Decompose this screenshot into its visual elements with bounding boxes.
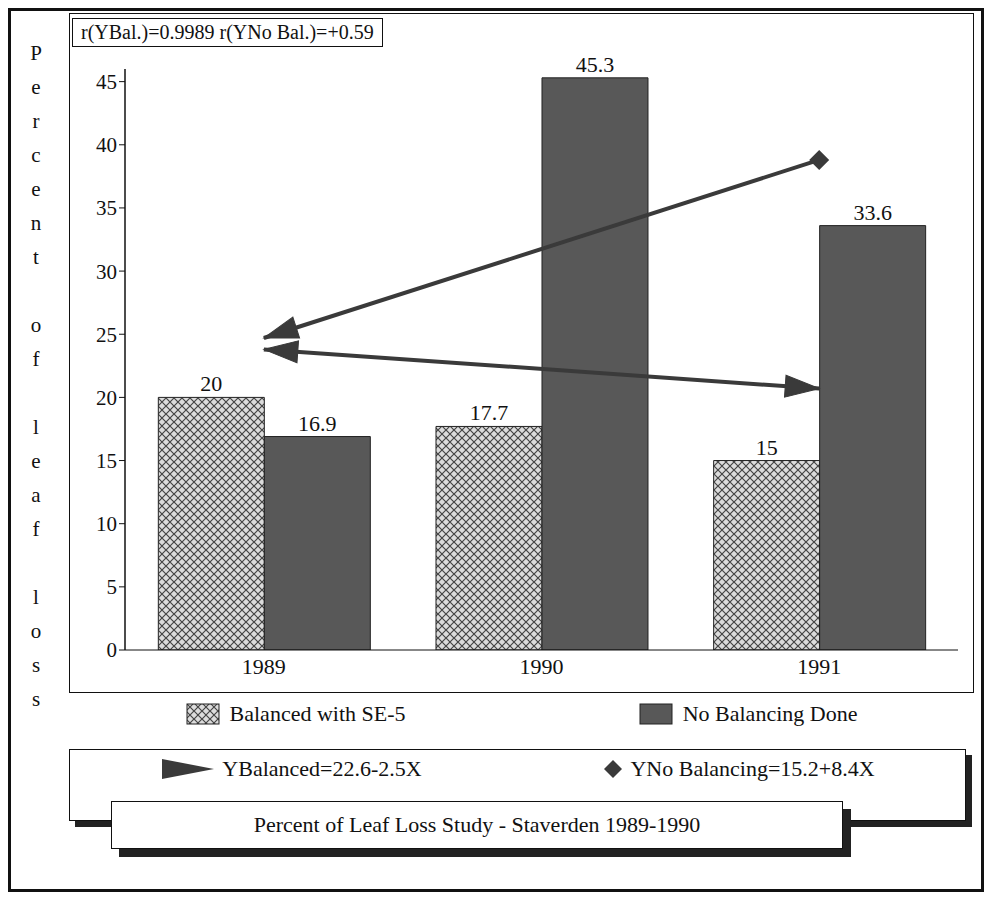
- html-text:Balanced with SE-5: Balanced with SE-5: [229, 701, 406, 726]
- svg-text:45: 45: [96, 70, 117, 94]
- svg-text:35: 35: [96, 196, 117, 220]
- svg-text:17.7: 17.7: [470, 400, 509, 425]
- svg-text:20: 20: [96, 386, 117, 410]
- html-text:r(YBal.)=0.9989 r(YNo Bal.)=+0: r(YBal.)=0.9989 r(YNo Bal.)=+0.59: [81, 21, 374, 43]
- html-text:YBalanced=22.6-2.5X: YBalanced=22.6-2.5X: [222, 756, 422, 781]
- svg-text:1991: 1991: [797, 654, 841, 679]
- svg-text:5: 5: [107, 575, 118, 599]
- svg-text:10: 10: [96, 512, 117, 536]
- svg-text:33.6: 33.6: [853, 200, 892, 225]
- svg-text:15: 15: [756, 435, 778, 460]
- html-text:YNo Balancing=15.2+8.4X: YNo Balancing=15.2+8.4X: [630, 756, 875, 781]
- svg-text:30: 30: [96, 260, 117, 284]
- svg-text:16.9: 16.9: [298, 411, 337, 436]
- svg-text:15: 15: [96, 449, 117, 473]
- html-text:No Balancing Done: No Balancing Done: [682, 701, 858, 726]
- svg-text:20: 20: [200, 371, 222, 396]
- html-text:Percent of Leaf Loss Study - S: Percent of Leaf Loss Study - Staverden 1…: [253, 812, 701, 837]
- svg-text:25: 25: [96, 323, 117, 347]
- svg-text:45.3: 45.3: [576, 52, 615, 77]
- svg-text:0: 0: [107, 638, 118, 662]
- svg-text:1990: 1990: [520, 654, 564, 679]
- svg-text:1989: 1989: [242, 654, 286, 679]
- svg-text:40: 40: [96, 133, 117, 157]
- html-text:Percent of leaf loss: Percent of leaf loss: [24, 41, 48, 721]
